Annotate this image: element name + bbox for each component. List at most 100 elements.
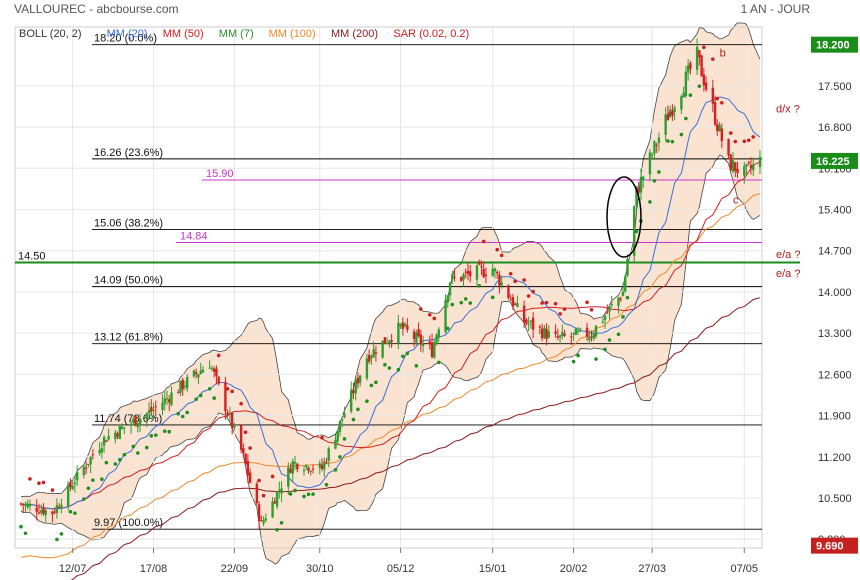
candle-body — [511, 297, 515, 307]
candle-body — [226, 412, 229, 416]
sar-dot — [508, 271, 513, 276]
sar-dot — [131, 444, 136, 449]
sar-dot — [742, 139, 747, 144]
sar-dot — [122, 452, 127, 457]
legend-item: MM (200) — [331, 28, 378, 40]
candle-body — [745, 163, 748, 167]
candle-body — [233, 425, 236, 428]
candle-body — [385, 342, 389, 344]
sar-dot — [41, 480, 46, 485]
sar-dot — [589, 307, 594, 312]
candle-body — [437, 329, 440, 338]
y-tick-label: 14.700 — [818, 246, 852, 258]
y-tick-label: 11.200 — [818, 452, 851, 464]
wave-label: b — [720, 47, 726, 59]
candle-body — [480, 266, 483, 268]
x-tick-label: 05/12 — [387, 563, 415, 575]
candle-body — [606, 312, 609, 314]
candle-body — [545, 328, 548, 340]
sar-dot — [401, 354, 405, 359]
sar-dot — [405, 351, 410, 356]
candle-body — [509, 299, 512, 301]
candle-body — [116, 433, 119, 437]
axis-layer: 9.80010.50011.20011.90012.60013.30014.00… — [59, 36, 858, 575]
sar-dot — [419, 307, 423, 311]
candle-body — [262, 520, 265, 524]
x-tick-label: 12/07 — [59, 563, 87, 575]
candle-body — [208, 367, 211, 369]
candle-body — [354, 379, 357, 394]
candle-body — [540, 328, 544, 339]
sar-dot — [751, 135, 756, 139]
candle-body — [210, 368, 214, 370]
sar-dot — [495, 247, 499, 252]
sar-dot — [288, 492, 293, 496]
candle-body — [686, 65, 690, 73]
sar-dot — [711, 57, 715, 61]
low-marker-label: 9.690 — [816, 541, 844, 553]
sar-dot — [414, 364, 419, 368]
legend-item: MM (20) — [107, 28, 148, 40]
x-tick-label: 27/03 — [638, 563, 666, 575]
x-tick-label: 30/10 — [306, 563, 334, 575]
y-tick-label: 14.000 — [818, 287, 852, 299]
candle-body — [230, 413, 234, 429]
candle-body — [653, 141, 656, 154]
fib-label: 14.09 (50.0%) — [94, 275, 163, 287]
moving-average-layer — [20, 96, 761, 580]
candle-body — [19, 503, 23, 505]
fib-label: 11.74 (78.6%) — [94, 413, 162, 425]
candle-body — [673, 107, 676, 113]
candle-body — [302, 470, 306, 472]
fib-label: 16.26 (23.6%) — [94, 147, 163, 159]
candle-body — [82, 466, 86, 476]
candle-body — [747, 162, 750, 164]
candle-body — [448, 282, 452, 296]
candle-body — [633, 206, 636, 256]
sar-dot — [149, 434, 154, 438]
sar-dot — [679, 132, 684, 137]
candle-body — [590, 336, 593, 338]
candle-body — [53, 511, 56, 513]
candle-body — [718, 125, 721, 132]
candle-body — [323, 461, 326, 470]
wave-label: c — [733, 195, 739, 207]
candle-body — [84, 467, 88, 469]
candle-body — [655, 144, 658, 146]
candle-body — [713, 102, 717, 125]
candle-body — [246, 460, 250, 476]
period-label: 1 AN - JOUR — [741, 2, 811, 16]
candle-body — [657, 137, 661, 144]
sar-dot — [59, 532, 64, 536]
candle-body — [318, 463, 321, 468]
candle-body — [478, 261, 481, 265]
sar-dot — [185, 410, 190, 415]
sar-dot — [684, 116, 688, 121]
candle-body — [154, 406, 157, 408]
candle-body — [574, 328, 578, 336]
candle-body — [26, 503, 29, 508]
candle-body — [444, 300, 447, 333]
candle-body — [40, 510, 43, 513]
sar-dot — [91, 478, 95, 482]
candle-body — [619, 298, 622, 300]
candle-body — [695, 46, 699, 70]
low-marker-box — [811, 537, 858, 554]
sar-dot — [634, 229, 639, 234]
x-tick-label: 17/08 — [140, 563, 168, 575]
sar-dot — [558, 312, 562, 316]
candle-body — [579, 328, 582, 330]
candle-body — [183, 385, 187, 387]
candle-body — [491, 268, 494, 276]
candle-body — [469, 271, 472, 277]
candle-body — [592, 334, 595, 339]
candle-body — [197, 374, 200, 378]
candle-body — [419, 334, 423, 345]
candle-body — [66, 484, 70, 506]
candle-body — [433, 342, 436, 358]
candle-body — [720, 128, 724, 142]
candle-body — [129, 423, 133, 426]
sar-dot — [657, 170, 661, 174]
candle-body — [415, 332, 418, 343]
sar-dot — [544, 300, 549, 305]
